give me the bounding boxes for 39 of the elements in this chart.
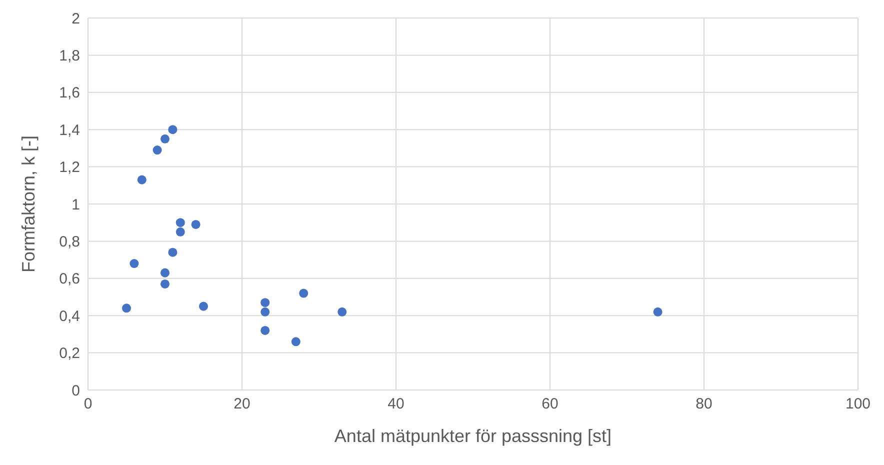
x-tick-label: 40 [388, 396, 404, 413]
point [291, 337, 300, 346]
point [176, 218, 185, 228]
point [260, 307, 270, 316]
x-tick-label: 0 [84, 396, 92, 413]
y-tick-label: 1 [72, 196, 80, 214]
point [122, 304, 132, 313]
point [260, 326, 270, 335]
point [198, 302, 208, 311]
point [338, 307, 347, 316]
y-tick-label: 2 [72, 10, 80, 28]
point [130, 259, 139, 268]
x-tick-label: 80 [696, 396, 712, 413]
point [191, 220, 200, 229]
point [168, 125, 178, 134]
point [176, 227, 185, 236]
y-tick-label: 0,6 [59, 270, 80, 288]
y-tick-label: 0,4 [59, 308, 80, 325]
y-axis-title: Formfaktorn, k [-] [18, 135, 38, 273]
point [160, 279, 170, 288]
point [653, 307, 662, 316]
y-tick-label: 0,8 [59, 234, 80, 251]
point [260, 298, 270, 308]
point [168, 248, 178, 257]
y-tick-label: 0,2 [59, 345, 80, 362]
y-tick-label: 1,2 [59, 159, 80, 176]
y-tick-label: 1,8 [59, 48, 80, 65]
y-tick-label: 1,6 [59, 84, 80, 102]
x-tick-label: 60 [542, 396, 558, 413]
x-tick-label: 20 [234, 396, 250, 413]
y-tick-label: 1,4 [59, 122, 80, 139]
x-tick-label: 100 [845, 396, 871, 413]
x-axis-title: Antal mätpunkter för passsning [st] [334, 426, 612, 446]
y-tick-label: 0 [72, 382, 80, 400]
point [137, 175, 146, 184]
point [152, 146, 162, 155]
point [299, 288, 308, 298]
point [160, 268, 170, 278]
point [160, 134, 170, 144]
